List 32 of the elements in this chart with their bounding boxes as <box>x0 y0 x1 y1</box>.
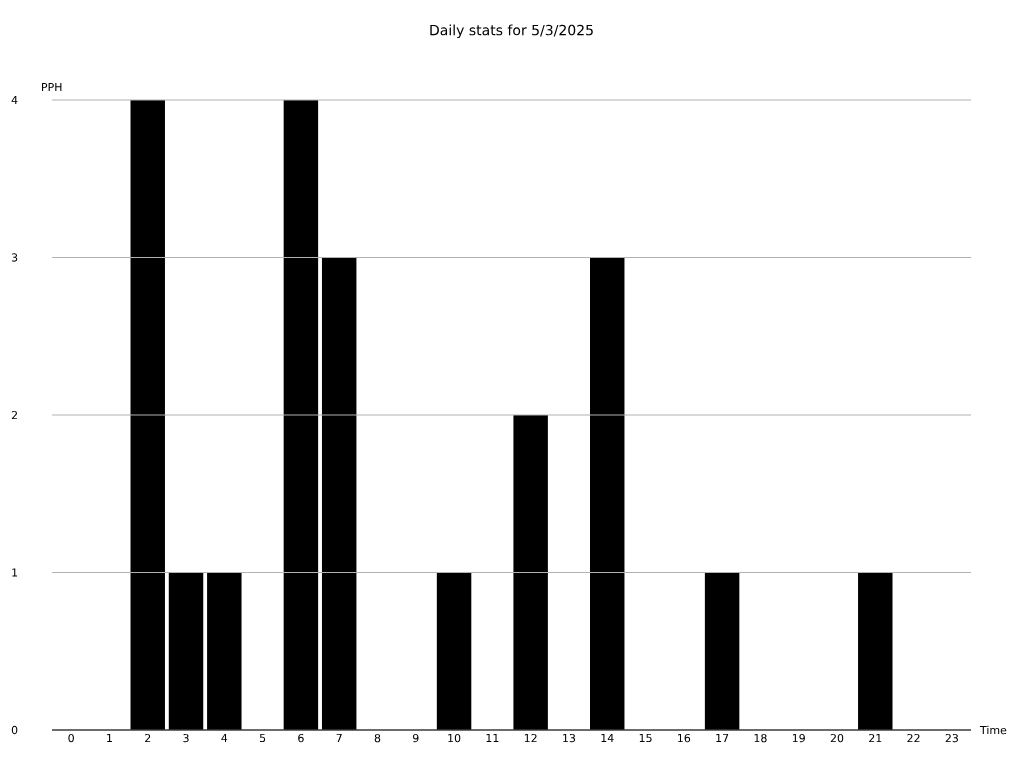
x-tick-label: 11 <box>486 733 499 742</box>
x-tick-label: 20 <box>830 733 844 743</box>
x-tick-label: 16 <box>678 733 691 743</box>
y-tick-label: 1 <box>12 568 18 577</box>
chart-title: Daily stats for 5/3/2025 <box>430 24 593 39</box>
x-tick-label: 19 <box>792 733 805 743</box>
x-tick-label: 15 <box>639 733 652 743</box>
x-tick-label: 12 <box>524 733 537 743</box>
x-tick-label: 22 <box>907 733 920 743</box>
x-tick-label: 2 <box>145 733 151 743</box>
y-tick-label: 0 <box>11 725 18 735</box>
x-tick-label: 13 <box>563 733 576 743</box>
y-tick-label: 2 <box>11 410 17 420</box>
x-tick-label: 17 <box>716 733 729 742</box>
x-axis-title: Time <box>979 725 1007 735</box>
y-tick-label: 4 <box>11 96 18 105</box>
x-tick-label: 18 <box>754 733 767 743</box>
x-tick-label: 14 <box>601 733 614 742</box>
x-tick-label: 21 <box>869 733 882 743</box>
x-tick-label: 9 <box>412 733 419 743</box>
x-tick-label: 23 <box>945 733 958 743</box>
x-tick-label: 10 <box>448 733 461 743</box>
x-tick-label: 3 <box>183 733 189 743</box>
x-tick-label: 1 <box>107 733 112 742</box>
x-tick-label: 7 <box>336 733 342 742</box>
x-tick-label: 6 <box>298 733 304 743</box>
x-tick-label: 8 <box>374 733 381 743</box>
x-tick-label: 4 <box>221 733 228 742</box>
y-axis-title: PPH <box>42 83 62 92</box>
x-tick-label: 0 <box>68 733 74 743</box>
y-tick-label: 3 <box>11 253 18 262</box>
x-tick-label: 5 <box>259 733 266 743</box>
